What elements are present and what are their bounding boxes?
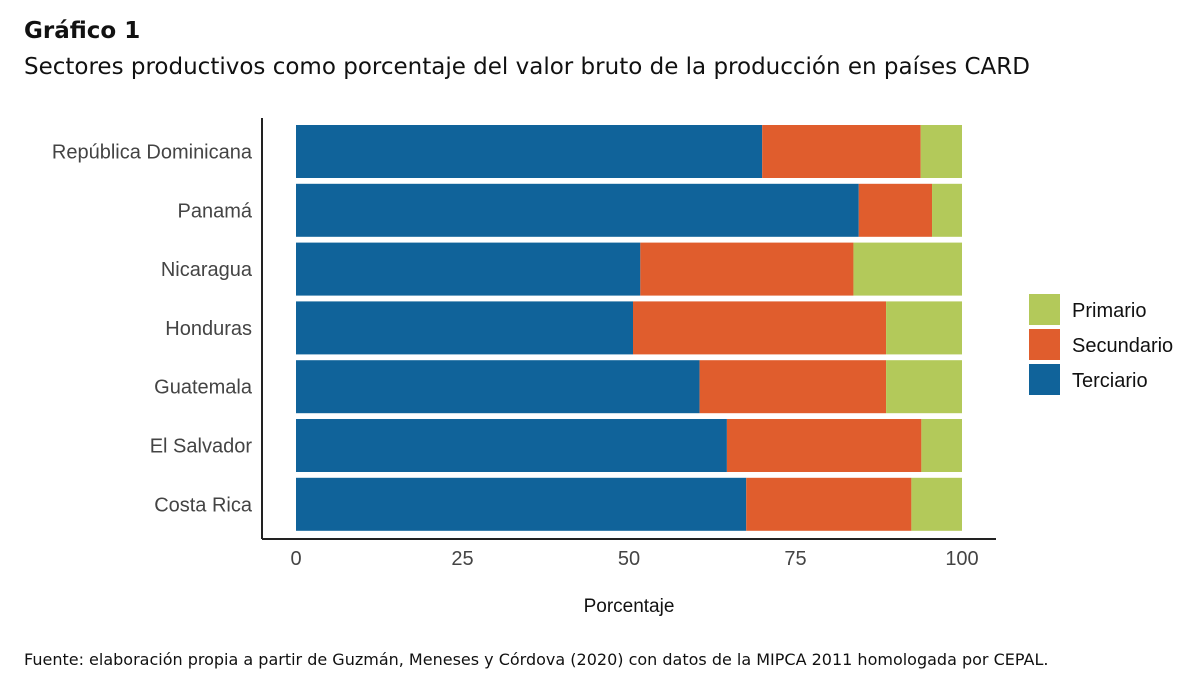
category-label-guatemala: Guatemala bbox=[154, 377, 253, 399]
bar-guatemala-secundario bbox=[699, 360, 887, 414]
category-label-costa-rica: Costa Rica bbox=[154, 494, 253, 516]
bar-republica-dominicana-secundario bbox=[762, 125, 921, 178]
bar-honduras-primario bbox=[886, 301, 962, 355]
category-label-honduras: Honduras bbox=[165, 318, 252, 340]
bar-el-salvador-terciario bbox=[296, 419, 727, 472]
bar-honduras-terciario bbox=[296, 301, 633, 355]
bar-costa-rica-primario bbox=[911, 477, 962, 531]
x-tick-labels: 0 25 50 75 100 bbox=[290, 548, 978, 570]
bar-el-salvador-primario bbox=[921, 419, 962, 472]
bar-guatemala-primario bbox=[886, 360, 962, 414]
category-label-el-salvador: El Salvador bbox=[150, 436, 253, 458]
bar-panama-secundario bbox=[858, 183, 933, 237]
category-label-republica-dominicana: República Dominicana bbox=[52, 142, 253, 164]
bar-panama-primario bbox=[932, 183, 962, 237]
legend: Primario Secundario Terciario bbox=[1029, 294, 1173, 395]
legend-label-secundario: Secundario bbox=[1072, 335, 1173, 357]
legend-swatch-secundario bbox=[1029, 329, 1060, 360]
legend-swatch-terciario bbox=[1029, 364, 1060, 395]
category-label-panama: Panamá bbox=[178, 200, 253, 222]
x-tick-label-75: 75 bbox=[784, 548, 806, 570]
chart-title: Gráfico 1 bbox=[24, 18, 141, 44]
category-labels: República Dominicana Panamá Nicaragua Hondu… bbox=[52, 142, 253, 517]
x-tick-label-0: 0 bbox=[290, 548, 301, 570]
x-tick-label-100: 100 bbox=[945, 548, 978, 570]
legend-label-terciario: Terciario bbox=[1072, 370, 1148, 392]
bar-panama-terciario bbox=[296, 183, 859, 237]
bars-layer bbox=[296, 125, 962, 531]
legend-label-primario: Primario bbox=[1072, 300, 1146, 322]
legend-swatch-primario bbox=[1029, 294, 1060, 325]
bar-nicaragua-terciario bbox=[296, 242, 641, 296]
x-tick-label-25: 25 bbox=[451, 548, 473, 570]
chart-subtitle: Sectores productivos como porcentaje del… bbox=[24, 54, 1030, 80]
x-tick-label-50: 50 bbox=[618, 548, 640, 570]
bar-costa-rica-secundario bbox=[746, 477, 912, 531]
bar-el-salvador-secundario bbox=[726, 419, 922, 472]
category-label-nicaragua: Nicaragua bbox=[161, 259, 253, 281]
bar-guatemala-terciario bbox=[296, 360, 700, 414]
bar-honduras-secundario bbox=[632, 301, 887, 355]
bar-nicaragua-secundario bbox=[640, 242, 854, 296]
bar-republica-dominicana-terciario bbox=[296, 125, 763, 178]
x-axis-title: Porcentaje bbox=[584, 596, 675, 617]
source-note: Fuente: elaboración propia a partir de G… bbox=[24, 650, 1049, 669]
bar-nicaragua-primario bbox=[853, 242, 962, 296]
bar-republica-dominicana-primario bbox=[920, 125, 962, 178]
bar-costa-rica-terciario bbox=[296, 477, 747, 531]
